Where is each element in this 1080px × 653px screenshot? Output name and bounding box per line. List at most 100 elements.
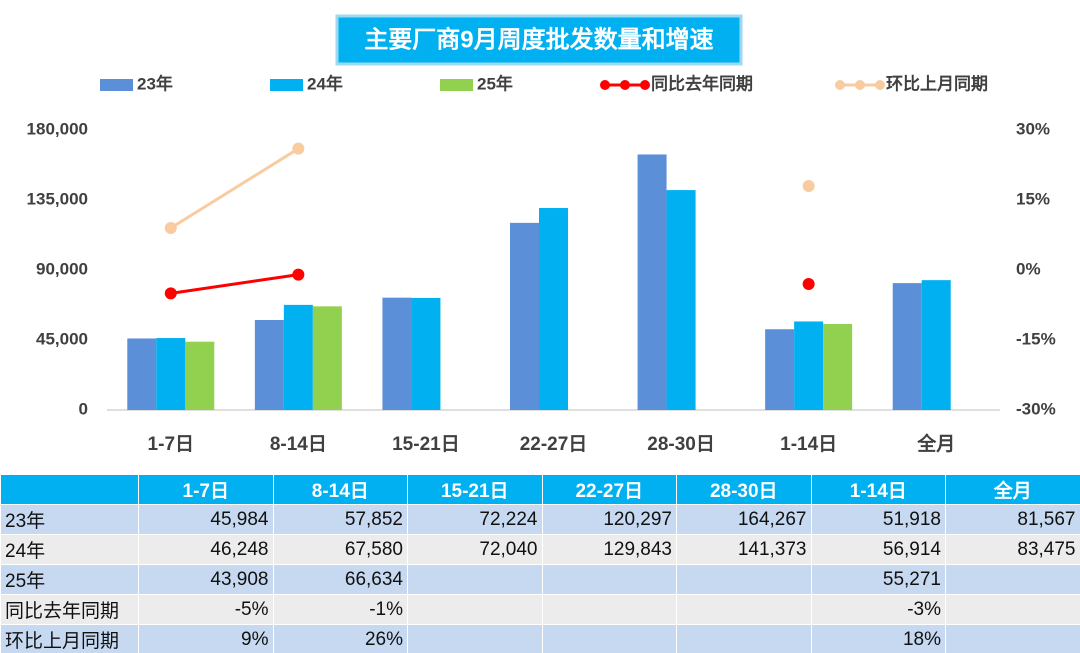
table-cell: 1-7日	[138, 474, 274, 505]
y-tick-label: 45,000	[36, 329, 88, 348]
table-cell: 46,248	[138, 534, 274, 565]
legend-swatch	[600, 80, 610, 90]
table-cell: 55,271	[810, 564, 946, 595]
table-cell	[407, 564, 543, 595]
table-cell: -3%	[810, 594, 946, 625]
table-cell: 24年	[0, 534, 139, 565]
table-cell: 141,373	[676, 534, 812, 565]
table-cell	[407, 594, 543, 625]
table-cell: 同比去年同期	[0, 594, 139, 625]
table-row: 23年 45,984 57,852 72,224 120,297 164,267 51,91…	[0, 504, 1080, 535]
x-tick-label: 22-27日	[520, 434, 588, 455]
table-cell: 51,918	[810, 504, 946, 535]
table-cell	[676, 594, 812, 625]
table-cell: 18%	[810, 624, 946, 653]
line-marker	[292, 142, 305, 155]
legend-label: 24年	[307, 73, 343, 93]
table-row: 环比上月同期 9% 26% 18%	[0, 624, 1080, 653]
table-cell: 129,843	[541, 534, 677, 565]
legend-swatch	[440, 79, 473, 91]
table-cell: 26%	[272, 624, 408, 653]
y2-tick-label: 15%	[1016, 189, 1050, 208]
table-cell	[676, 624, 812, 653]
table-cell	[407, 624, 543, 653]
table-cell: 23年	[0, 504, 139, 535]
chart-title: 主要厂商9月周度批发数量和增速	[364, 25, 713, 53]
legend-swatch	[835, 80, 845, 90]
table-cell: 81,567	[945, 504, 1080, 535]
table-cell	[945, 564, 1080, 595]
bar	[254, 320, 284, 410]
table-cell	[676, 564, 812, 595]
table-cell: 43,908	[138, 564, 274, 595]
table-cell: 25年	[0, 564, 139, 595]
table-cell: 9%	[138, 624, 274, 653]
table-cell: 22-27日	[541, 474, 677, 505]
table-cell	[541, 564, 677, 595]
bar	[892, 283, 922, 410]
y-tick-label: 90,000	[36, 259, 88, 278]
title-box	[335, 14, 743, 66]
table-cell: 45,984	[138, 504, 274, 535]
x-tick-label: 全月	[916, 432, 955, 455]
table-cell: 28-30日	[676, 474, 812, 505]
x-tick-label: 28-30日	[647, 434, 715, 455]
table-cell: 72,224	[407, 504, 543, 535]
y2-tick-label: -15%	[1016, 329, 1056, 348]
table-cell: 57,852	[272, 504, 408, 535]
legend-label: 25年	[477, 73, 513, 93]
table-cell: 全月	[945, 474, 1080, 505]
legend-swatch	[875, 80, 885, 90]
legend-swatch	[640, 80, 650, 90]
line-marker	[292, 268, 305, 281]
legend-label: 23年	[137, 73, 173, 93]
y-tick-label: 135,000	[27, 189, 88, 208]
bar	[921, 280, 951, 410]
table-cell: -1%	[272, 594, 408, 625]
table-cell: 83,475	[945, 534, 1080, 565]
bar	[539, 208, 568, 410]
line	[171, 275, 809, 294]
bar	[382, 297, 412, 410]
bar	[765, 329, 795, 410]
table-cell: 164,267	[676, 504, 812, 535]
table-cell: 15-21日	[407, 474, 543, 505]
table-cell: 1-14日	[810, 474, 946, 505]
bar	[637, 154, 667, 410]
legend-label: 同比去年同期	[651, 73, 753, 93]
y2-tick-label: 0%	[1016, 259, 1041, 278]
table-cell: 8-14日	[272, 474, 408, 505]
line-marker	[802, 180, 815, 192]
bar	[510, 222, 539, 410]
table-cell: -5%	[138, 594, 274, 625]
y-tick-label: 180,000	[27, 119, 88, 138]
table-row: 25年 43,908 66,634 55,271	[0, 564, 1080, 595]
bar	[794, 321, 824, 410]
table-cell	[945, 594, 1080, 625]
table-row: 1-7日 8-14日 15-21日 22-27日 28-30日 1-14日 全月	[0, 474, 1080, 505]
line-marker	[164, 222, 177, 234]
legend-label: 环比上月同期	[886, 73, 988, 93]
bar	[185, 341, 215, 410]
table-cell	[0, 474, 139, 505]
bar	[823, 324, 853, 410]
data-table: 1-7日 8-14日 15-21日 22-27日 28-30日 1-14日 全月 23年 45,…	[0, 474, 1080, 653]
legend-swatch	[270, 79, 303, 91]
table-cell: 120,297	[541, 504, 677, 535]
table-row: 同比去年同期 -5% -1% -3%	[0, 594, 1080, 625]
legend-swatch	[100, 79, 133, 91]
x-tick-label: 8-14日	[270, 434, 327, 455]
legend-swatch	[620, 80, 630, 90]
y2-tick-label: 30%	[1016, 119, 1050, 138]
bar	[411, 297, 441, 410]
bar	[666, 190, 696, 410]
x-tick-label: 1-14日	[780, 434, 837, 455]
bar	[127, 338, 157, 410]
table-cell: 67,580	[272, 534, 408, 565]
table-cell	[541, 594, 677, 625]
line-marker	[164, 287, 177, 300]
bar	[283, 304, 313, 410]
table-row: 24年 46,248 67,580 72,040 129,843 141,373 56,91…	[0, 534, 1080, 565]
table-cell	[945, 624, 1080, 653]
